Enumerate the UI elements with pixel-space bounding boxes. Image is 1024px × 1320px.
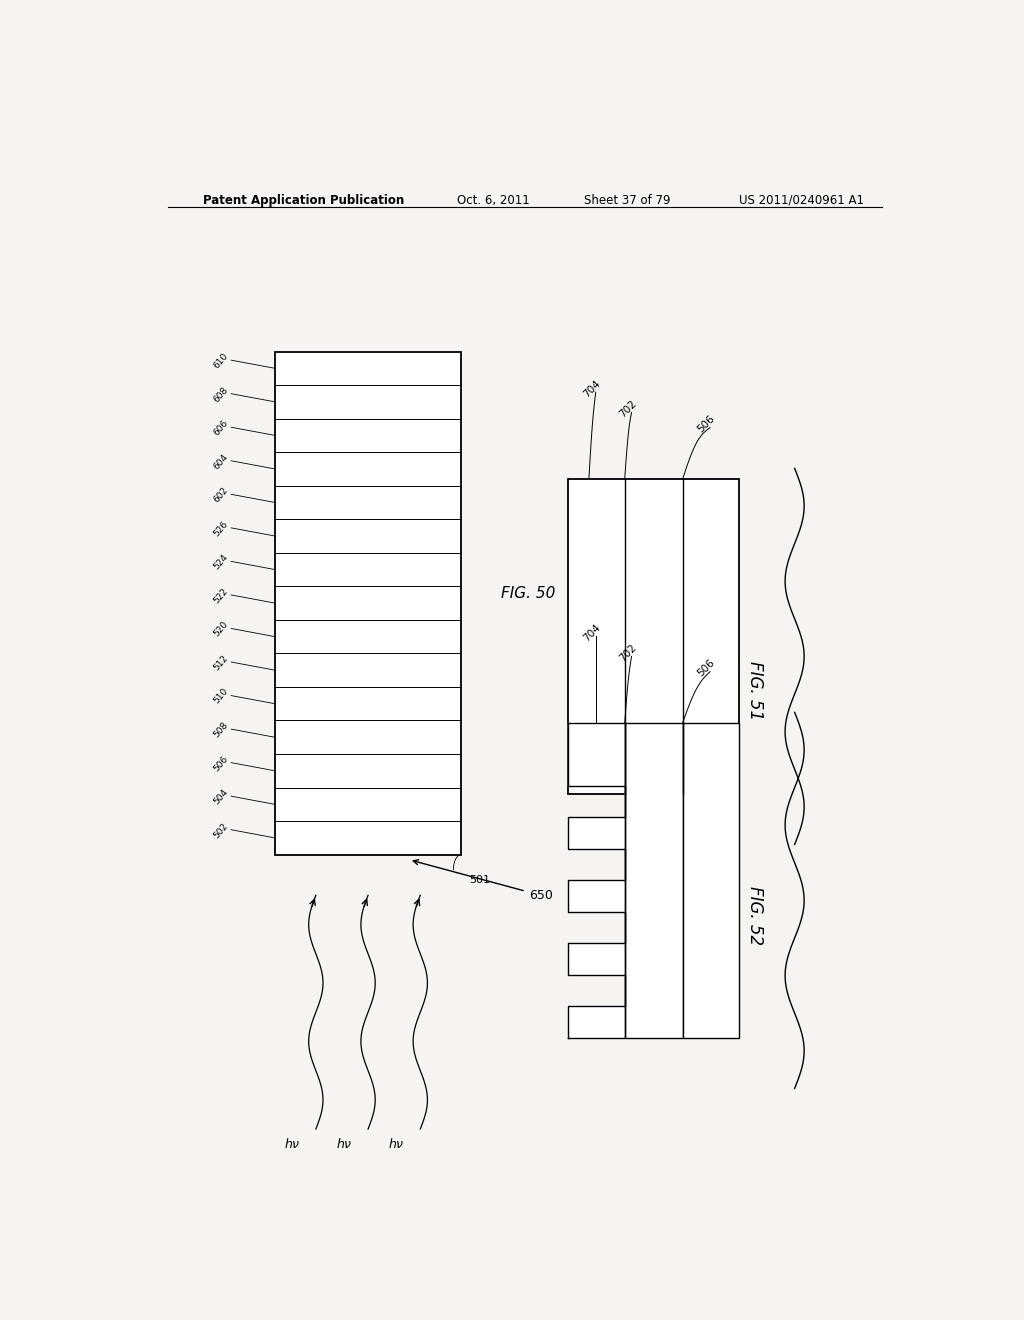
Text: h$\nu$: h$\nu$ (336, 1138, 352, 1151)
Bar (274, 351, 461, 854)
Text: 524: 524 (212, 553, 229, 572)
Text: 522: 522 (212, 586, 229, 605)
Bar (625, 722, 683, 1038)
Text: 704: 704 (582, 622, 603, 643)
Polygon shape (568, 722, 625, 1038)
Text: 608: 608 (212, 385, 229, 404)
Text: Sheet 37 of 79: Sheet 37 of 79 (585, 194, 671, 207)
Text: 606: 606 (212, 418, 229, 437)
Text: 650: 650 (414, 859, 553, 902)
Text: 506: 506 (212, 754, 229, 772)
Text: 602: 602 (212, 486, 229, 504)
Text: 604: 604 (212, 451, 229, 471)
Text: 510: 510 (212, 686, 229, 706)
Text: 610: 610 (212, 351, 229, 371)
Text: Patent Application Publication: Patent Application Publication (204, 194, 404, 207)
Text: US 2011/0240961 A1: US 2011/0240961 A1 (739, 194, 864, 207)
Text: 502: 502 (212, 821, 229, 840)
Text: 508: 508 (212, 721, 229, 739)
Text: 526: 526 (212, 519, 229, 539)
Bar (568, 479, 739, 793)
Text: h$\nu$: h$\nu$ (284, 1138, 300, 1151)
Bar (683, 722, 739, 1038)
Text: FIG. 51: FIG. 51 (745, 661, 764, 721)
Text: 520: 520 (212, 619, 229, 639)
Text: 501: 501 (469, 875, 490, 884)
Text: FIG. 52: FIG. 52 (745, 886, 764, 945)
Text: 704: 704 (582, 378, 603, 399)
Text: 506: 506 (696, 657, 717, 678)
Text: 702: 702 (617, 399, 639, 420)
Text: FIG. 50: FIG. 50 (501, 586, 555, 601)
Text: Oct. 6, 2011: Oct. 6, 2011 (458, 194, 530, 207)
Text: 504: 504 (212, 787, 229, 807)
Text: 506: 506 (696, 413, 717, 434)
Text: 702: 702 (617, 643, 639, 664)
Text: 512: 512 (212, 653, 229, 672)
Text: h$\nu$: h$\nu$ (388, 1138, 404, 1151)
